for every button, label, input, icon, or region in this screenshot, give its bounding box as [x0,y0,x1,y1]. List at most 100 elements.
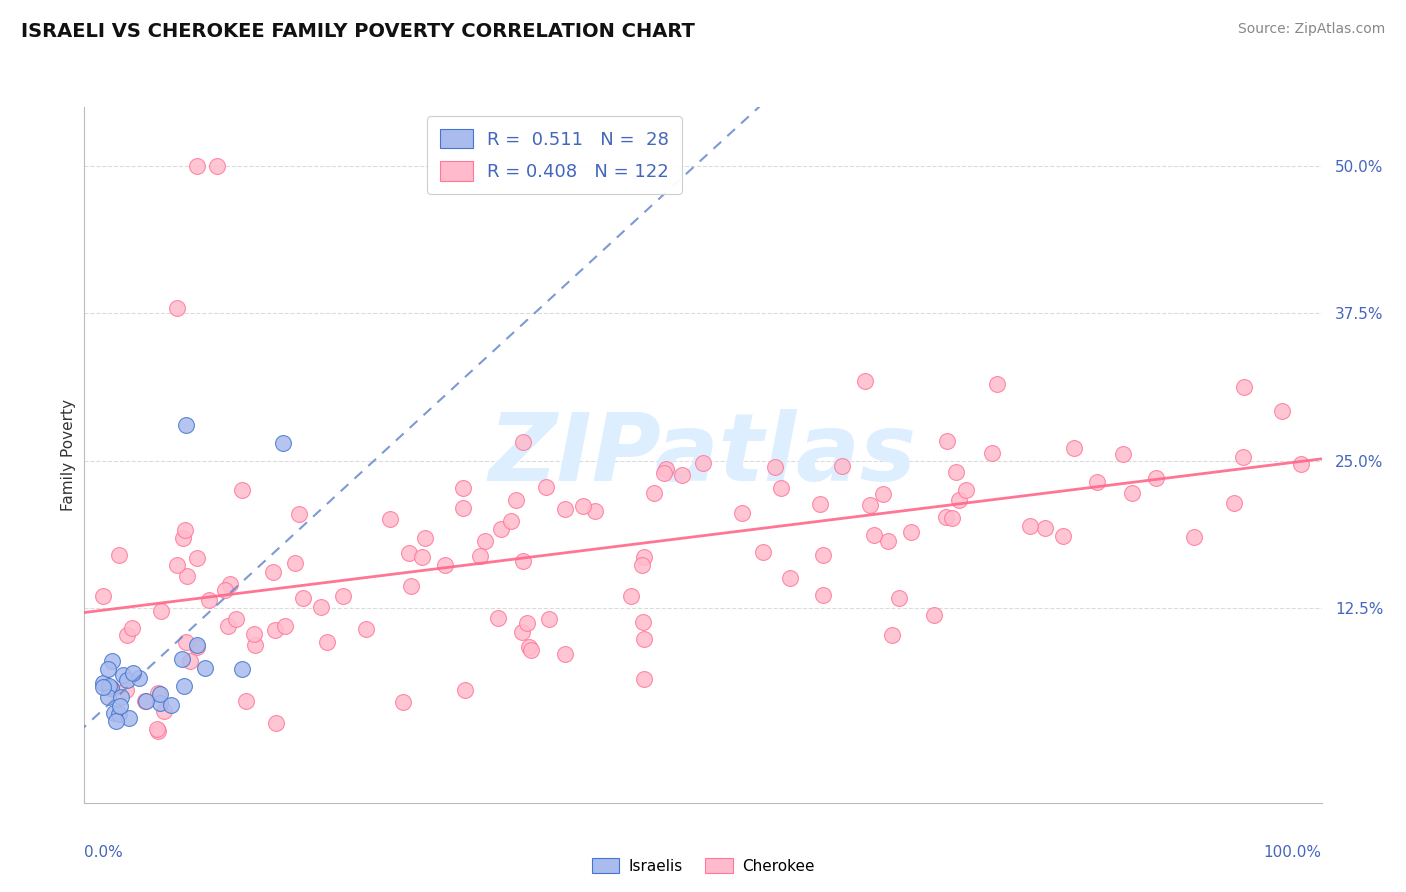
Point [225,612,247,626]
Point [398,546,420,560]
Point [887,591,910,605]
Point [499,514,522,528]
Point [271,436,294,450]
Point [174,635,197,649]
Point [108,699,131,714]
Point [166,558,188,572]
Legend: R =  0.511   N =  28, R = 0.408   N = 122: R = 0.511 N = 28, R = 0.408 N = 122 [427,116,682,194]
Point [872,487,894,501]
Legend: Israelis, Cherokee: Israelis, Cherokee [585,852,821,880]
Point [924,607,946,622]
Point [91,675,114,690]
Point [986,377,1008,392]
Text: ZIPatlas: ZIPatlas [489,409,917,501]
Point [146,686,169,700]
Point [652,466,675,480]
Point [264,715,287,730]
Point [391,695,413,709]
Point [315,635,337,649]
Point [176,569,198,583]
Point [179,654,201,668]
Point [434,558,457,573]
Point [534,480,557,494]
Point [505,492,527,507]
Point [517,640,540,655]
Point [900,525,922,540]
Point [411,549,433,564]
Point [510,624,533,639]
Point [936,434,959,448]
Text: 0.0%: 0.0% [84,845,124,860]
Point [941,510,963,524]
Point [399,579,422,593]
Point [166,301,188,315]
Point [121,622,143,636]
Point [309,599,332,614]
Point [1289,457,1312,471]
Point [1121,486,1143,500]
Point [186,640,208,654]
Point [110,690,132,704]
Point [173,679,195,693]
Point [103,706,125,720]
Point [880,628,903,642]
Point [1223,496,1246,510]
Point [1112,447,1135,461]
Point [91,680,114,694]
Point [100,681,122,695]
Point [149,696,172,710]
Point [115,682,138,697]
Point [1063,441,1085,455]
Point [671,467,693,482]
Point [731,506,754,520]
Point [104,714,127,728]
Point [470,549,492,563]
Point [235,694,257,708]
Point [263,623,285,637]
Point [146,724,169,739]
Point [217,619,239,633]
Point [172,652,194,666]
Point [554,647,576,661]
Point [1232,450,1254,464]
Point [655,462,678,476]
Point [454,683,477,698]
Point [620,589,643,603]
Text: 100.0%: 100.0% [1264,845,1322,860]
Point [633,672,655,686]
Point [876,533,898,548]
Point [159,698,181,713]
Point [288,507,311,521]
Point [194,661,217,675]
Text: Source: ZipAtlas.com: Source: ZipAtlas.com [1237,22,1385,37]
Point [554,502,576,516]
Point [633,632,655,646]
Point [859,498,882,512]
Point [451,501,474,516]
Point [172,531,194,545]
Point [115,628,138,642]
Point [520,643,543,657]
Point [354,622,377,636]
Point [100,654,122,668]
Point [205,159,228,173]
Point [108,548,131,562]
Point [292,591,315,606]
Point [332,589,354,603]
Point [186,639,208,653]
Point [1271,404,1294,418]
Point [945,465,967,479]
Text: ISRAELI VS CHEROKEE FAMILY POVERTY CORRELATION CHART: ISRAELI VS CHEROKEE FAMILY POVERTY CORRE… [21,22,695,41]
Point [1033,521,1056,535]
Point [643,486,665,500]
Point [831,458,853,473]
Point [631,615,654,629]
Point [752,545,775,559]
Point [955,483,977,497]
Point [763,459,786,474]
Point [198,592,221,607]
Point [101,681,124,696]
Point [811,548,834,562]
Point [219,577,242,591]
Point [174,524,197,538]
